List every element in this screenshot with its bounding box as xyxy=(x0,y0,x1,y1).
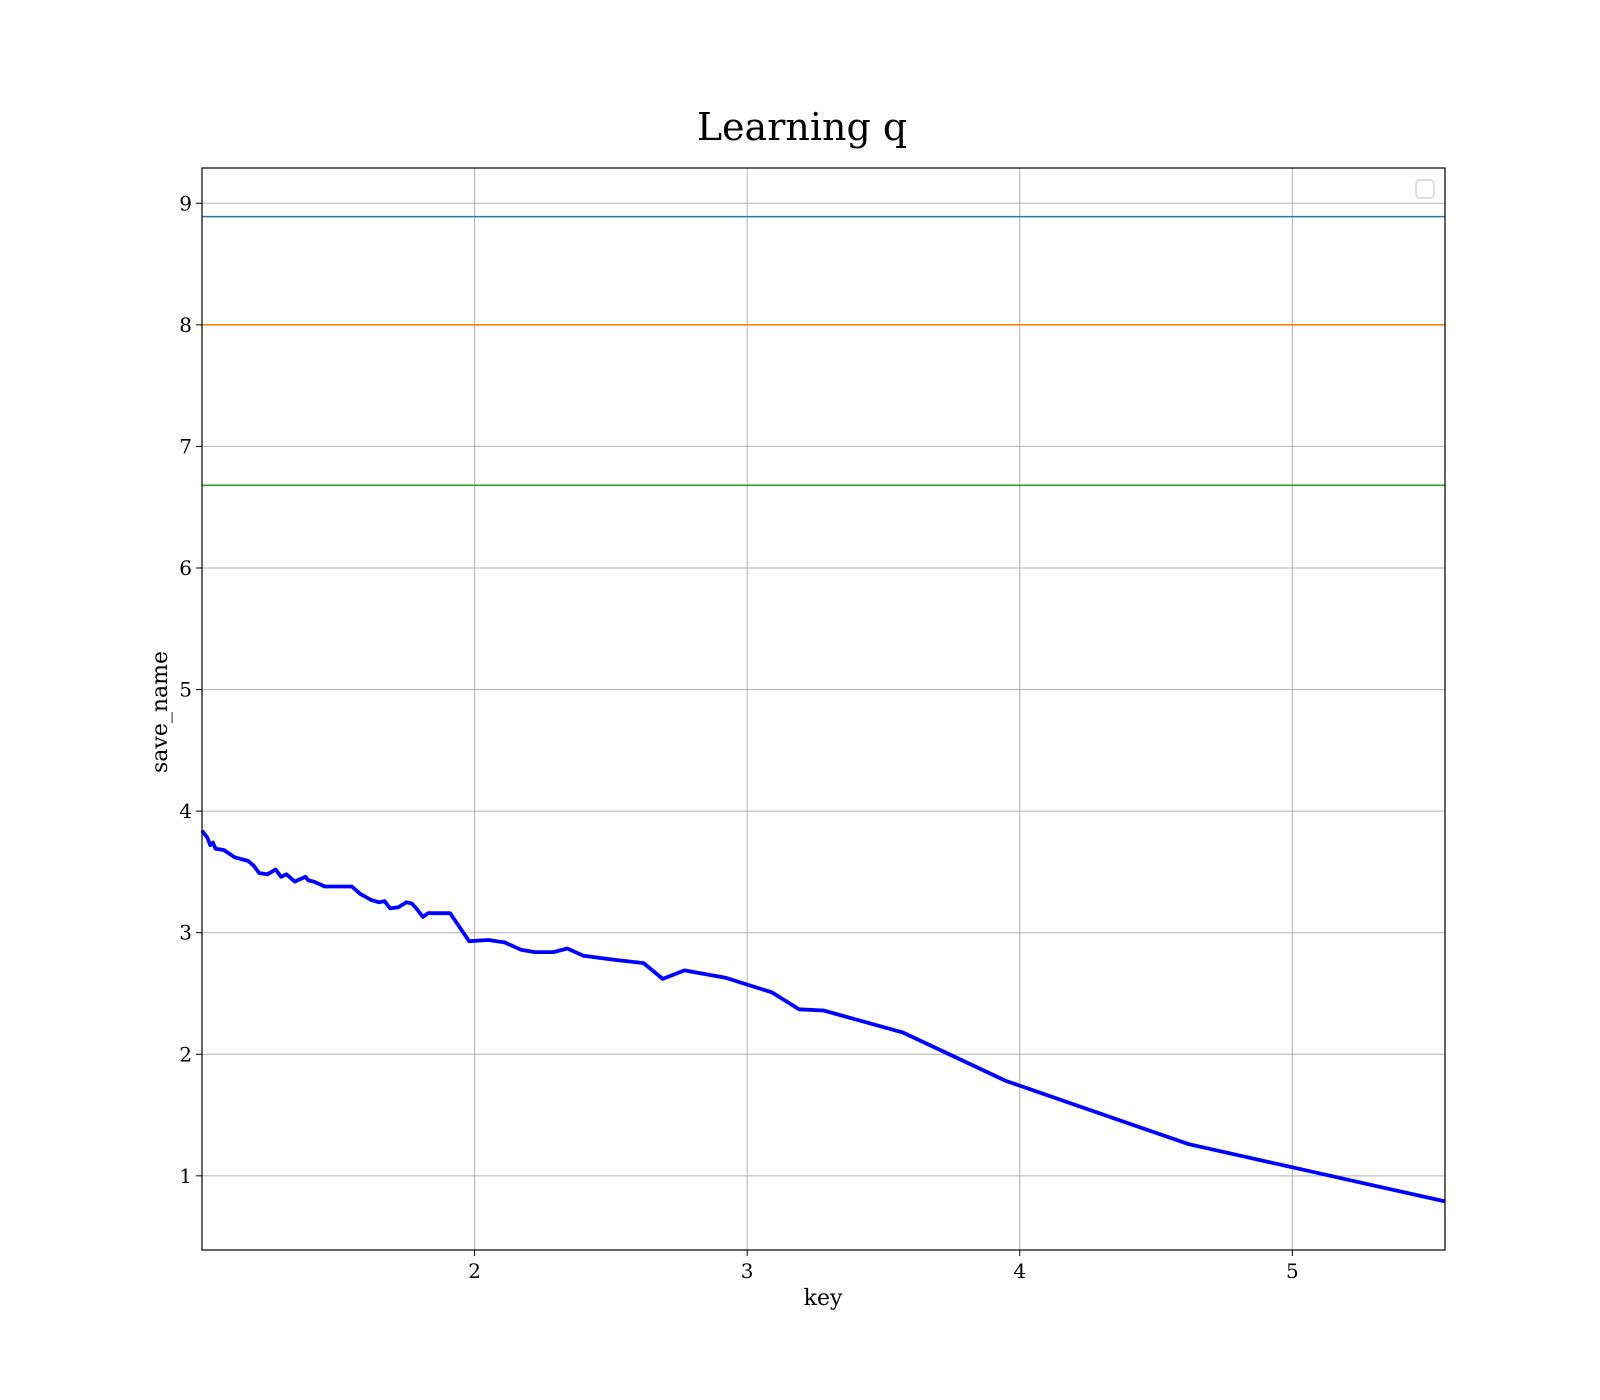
x-tick-label-2: 4 xyxy=(1013,1259,1026,1283)
y-tick-label-7: 8 xyxy=(179,313,192,337)
chart-title: Learning q xyxy=(697,105,907,149)
series-line-0 xyxy=(200,829,1446,1204)
series-group xyxy=(200,829,1446,1204)
plot-frame xyxy=(201,167,1446,1251)
x-tick-label-3: 5 xyxy=(1286,1259,1299,1283)
x-tick-label-1: 3 xyxy=(741,1259,754,1283)
reference-lines xyxy=(202,215,1445,487)
y-tick-label-0: 1 xyxy=(179,1164,192,1188)
legend-box xyxy=(1415,179,1435,199)
y-tick-label-5: 6 xyxy=(179,556,192,580)
y-axis-ticks: 1 2 3 4 5 6 7 8 9 xyxy=(179,191,202,1188)
x-tick-label-0: 2 xyxy=(468,1259,481,1283)
grid xyxy=(202,168,1445,1250)
x-axis-label: key xyxy=(804,1286,843,1311)
y-tick-label-3: 4 xyxy=(179,799,192,823)
y-tick-label-4: 5 xyxy=(179,678,192,702)
plot-area xyxy=(202,168,1445,1250)
y-tick-label-2: 3 xyxy=(179,921,192,945)
x-axis-ticks: 2 3 4 5 xyxy=(468,1250,1299,1283)
y-tick-label-6: 7 xyxy=(179,434,192,458)
y-tick-label-8: 9 xyxy=(179,191,192,215)
y-tick-label-1: 2 xyxy=(179,1042,192,1066)
y-axis-label: save_name xyxy=(148,651,173,773)
